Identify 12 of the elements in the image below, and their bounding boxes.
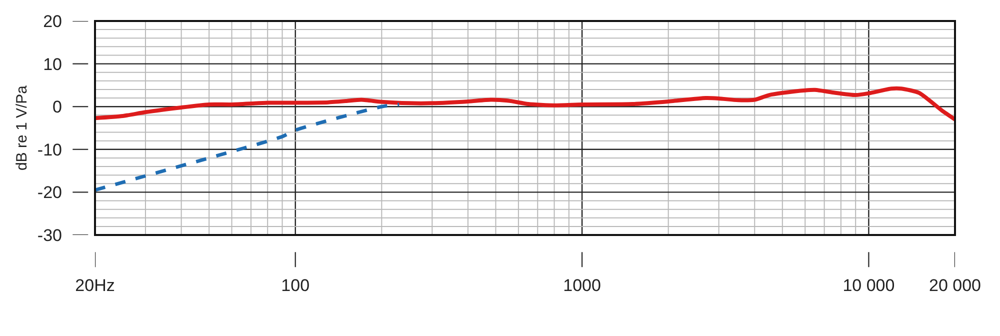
- x-tick-label: 100: [281, 276, 310, 295]
- y-tick-label: -20: [37, 183, 62, 202]
- y-tick-label: 10: [43, 54, 62, 74]
- x-tick-label: 10 000: [842, 276, 895, 295]
- y-tick-label: 20: [43, 12, 62, 31]
- y-tick-label: -10: [37, 140, 62, 160]
- x-tick-label: 20Hz: [75, 276, 115, 295]
- y-axis-title: dB re 1 V/Pa: [14, 84, 31, 171]
- y-tick-label: 0: [52, 98, 62, 117]
- x-tick-label: 1000: [563, 276, 601, 295]
- y-tick-label: -30: [37, 226, 62, 245]
- x-tick-label: 20 000: [929, 276, 981, 295]
